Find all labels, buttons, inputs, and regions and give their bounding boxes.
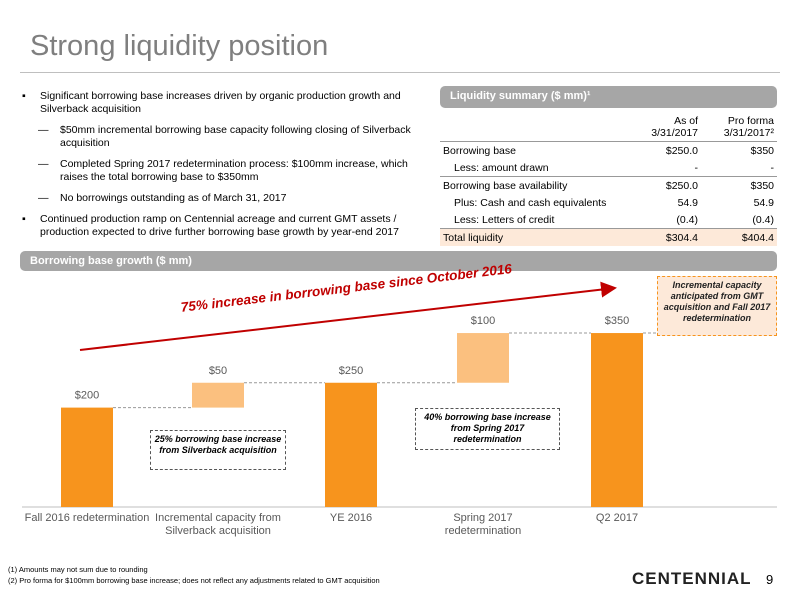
table-header: Liquidity summary ($ mm)¹ [440,86,777,108]
footnote: (1) Amounts may not sum due to rounding [8,565,148,574]
table-cell: - [694,161,699,174]
logo: CENTENNIAL [632,569,752,588]
bar [192,382,244,408]
table-cell: $250.0 [665,179,698,192]
annotation-box: Incremental capacity anticipated from GM… [657,276,777,336]
table-cell: $250.0 [665,144,698,157]
value-label: $100 [471,315,495,327]
category-label: Incremental capacity from Silverback acq… [155,512,281,537]
annotation-box: 40% borrowing base increase from Spring … [415,408,560,450]
column-header-line: 3/31/2017² [723,127,774,139]
table-row: Borrowing base $250.0 $350 [440,142,777,160]
table-row: Less: Letters of credit (0.4) (0.4) [440,211,777,229]
column-header-line: 3/31/2017 [651,127,698,139]
table-cell: Less: amount drawn [454,161,549,174]
column-header-line: Pro forma [727,115,774,127]
category-label: Fall 2016 redetermination [24,512,150,524]
liquidity-table: As of 3/31/2017 Pro forma 3/31/2017² Borrowi… [440,113,777,246]
table-row: Borrowing base availability $250.0 $350 [440,177,777,195]
table-row: Plus: Cash and cash equivalents 54.9 54.9 [440,194,777,211]
table-cell: $350 [750,144,774,157]
table-cell: 54.9 [753,196,774,209]
bullet: Significant borrowing base increases dri… [22,90,422,116]
category-label: Q2 2017 [595,512,639,524]
bullet: Continued production ramp on Centennial … [22,213,422,239]
table-cell: (0.4) [676,213,698,226]
category-label: Spring 2017 redetermination [444,512,522,537]
bar [457,333,509,383]
value-label: $250 [339,365,363,377]
footnote: (2) Pro forma for $100mm borrowing base … [8,576,380,585]
table-cell: 54.9 [677,196,698,209]
value-label: $200 [75,390,99,402]
table-cell: $304.4 [665,231,698,244]
value-label: $50 [209,365,227,377]
table-cell: (0.4) [752,213,774,226]
category-label: YE 2016 [329,512,373,524]
sub-bullet: Completed Spring 2017 redetermination pr… [22,158,422,184]
footnotes: (1) Amounts may not sum due to rounding (… [8,564,380,586]
table-cell: - [770,161,775,174]
growth-arrow [79,281,617,351]
column-header: As of 3/31/2017 [625,113,701,142]
table-cell: Plus: Cash and cash equivalents [454,196,607,209]
bullet-list: Significant borrowing base increases dri… [22,90,422,247]
table-head-row: As of 3/31/2017 Pro forma 3/31/2017² [440,113,777,142]
bar [61,407,113,507]
sub-bullet: $50mm incremental borrowing base capacit… [22,124,422,150]
table-row: Less: amount drawn - - [440,159,777,177]
annotation-box: 25% borrowing base increase from Silverb… [150,430,286,470]
bar [591,333,643,507]
column-header-line: As of [674,115,698,127]
slide-title: Strong liquidity position [30,30,329,62]
chart-header: Borrowing base growth ($ mm) [20,251,777,271]
bar [325,382,377,507]
table-cell: $350 [750,179,774,192]
table-row: Total liquidity $304.4 $404.4 [440,228,777,246]
column-header: Pro forma 3/31/2017² [701,113,777,142]
table-cell: Less: Letters of credit [454,213,555,226]
title-rule [20,72,780,73]
sub-bullet: No borrowings outstanding as of March 31… [22,192,422,205]
table-cell: Borrowing base availability [443,179,568,192]
value-label: $350 [605,315,629,327]
table-cell: $404.4 [741,231,774,244]
table-cell: Borrowing base [443,144,516,157]
table-cell: Total liquidity [443,231,504,244]
page-number: 9 [766,572,774,587]
